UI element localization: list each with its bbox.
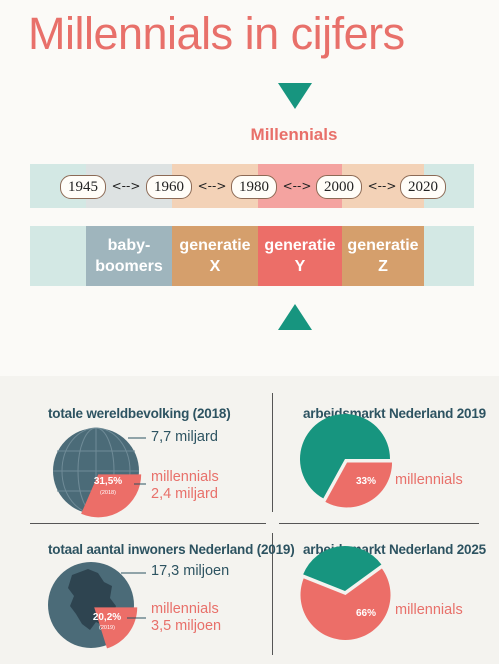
world-pct-label: 31,5% — [94, 476, 122, 487]
triangle-down-icon — [278, 83, 312, 109]
divider-horizontal-left — [30, 523, 266, 524]
nl-year-label: (2019) — [99, 625, 115, 631]
labor-2025-other-slice — [303, 545, 382, 591]
year-1960: 1960 — [146, 175, 192, 199]
page-title: Millennials in cijfers — [28, 8, 405, 59]
year-2000: 2000 — [316, 175, 362, 199]
labor-2025-pct-label: 66% — [356, 608, 376, 619]
labor-2019-pct-label: 33% — [356, 476, 376, 487]
labor-2025-millennials-slice — [300, 568, 391, 640]
world-year-label: (2018) — [100, 490, 116, 496]
arrow-4: <--> — [367, 179, 397, 193]
generation-z: generatie Z — [342, 226, 424, 286]
labor-2019-millennials-label: millennials — [395, 472, 463, 488]
world-millennials-slice — [81, 474, 142, 518]
labor-2019-millennials-slice — [325, 462, 393, 508]
nl-millennials-slice — [94, 607, 138, 649]
nl-pct-label: 20,2% — [93, 612, 121, 623]
nl-millennials-label: millennials — [151, 601, 219, 617]
year-2020: 2020 — [400, 175, 446, 199]
generation-band: baby- boomers generatie X generatie Y ge… — [30, 226, 474, 286]
millennials-label: Millennials — [250, 125, 338, 144]
labor-2019-other-slice — [300, 414, 390, 499]
nl-millennials-value: 3,5 miljoen — [151, 618, 222, 634]
year-1980: 1980 — [231, 175, 277, 199]
labor-2025-millennials-label: millennials — [395, 602, 463, 618]
divider-vertical-top — [272, 393, 273, 512]
nl-total-value: 17,3 miljoen — [151, 563, 230, 579]
world-population-title: totale wereldbevolking (2018) — [48, 406, 231, 421]
arrow-2: <--> — [197, 179, 227, 193]
arrow-1: <--> — [111, 179, 141, 193]
world-millennials-value: 2,4 miljard — [151, 486, 218, 502]
world-millennials-label: millennials — [151, 469, 219, 485]
generation-babyboomers: baby- boomers — [86, 226, 172, 286]
generation-y: generatie Y — [258, 226, 342, 286]
nl-population-title: totaal aantal inwoners Nederland (2019) — [48, 542, 295, 557]
triangle-up-icon — [278, 304, 312, 330]
arrow-3: <--> — [282, 179, 312, 193]
divider-vertical-bottom — [272, 533, 273, 655]
divider-horizontal-right — [279, 523, 479, 524]
year-1945: 1945 — [60, 175, 106, 199]
world-total-value: 7,7 miljard — [151, 429, 218, 445]
generation-x: generatie X — [172, 226, 258, 286]
